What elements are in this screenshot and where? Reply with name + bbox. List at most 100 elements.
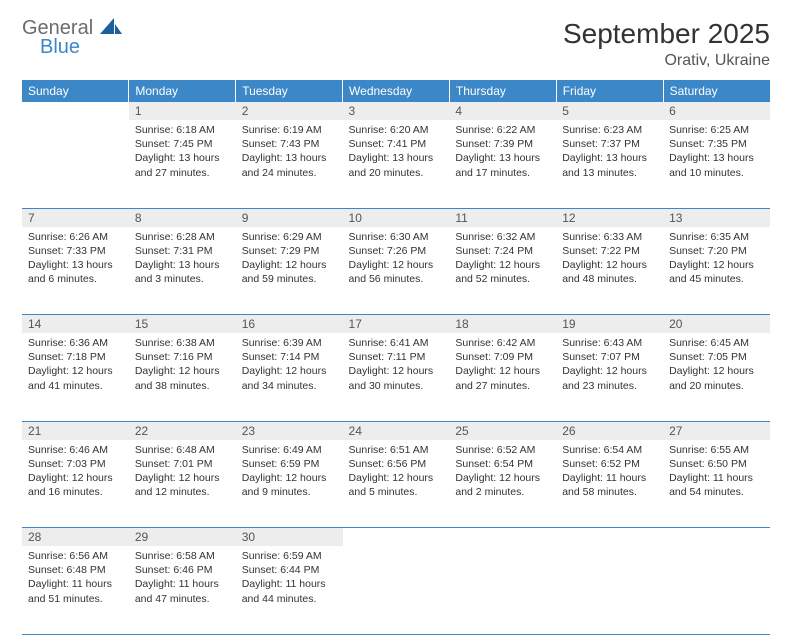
sunrise-line: Sunrise: 6:59 AM	[242, 549, 337, 563]
sunset-line: Sunset: 7:31 PM	[135, 244, 230, 258]
weekday-header: Wednesday	[343, 80, 450, 102]
sunrise-line: Sunrise: 6:29 AM	[242, 230, 337, 244]
weekday-header: Thursday	[449, 80, 556, 102]
weekday-header: Sunday	[22, 80, 129, 102]
sunset-line: Sunset: 7:11 PM	[349, 350, 444, 364]
day-cell: Sunrise: 6:45 AMSunset: 7:05 PMDaylight:…	[663, 333, 770, 421]
daylight-line: Daylight: 12 hours and 59 minutes.	[242, 258, 337, 286]
day-cell-body: Sunrise: 6:35 AMSunset: 7:20 PMDaylight:…	[663, 227, 770, 291]
day-number-row: 123456	[22, 102, 770, 120]
sunrise-line: Sunrise: 6:35 AM	[669, 230, 764, 244]
day-cell: Sunrise: 6:59 AMSunset: 6:44 PMDaylight:…	[236, 546, 343, 634]
day-cell: Sunrise: 6:30 AMSunset: 7:26 PMDaylight:…	[343, 227, 450, 315]
daylight-line: Daylight: 13 hours and 3 minutes.	[135, 258, 230, 286]
header: General Blue September 2025 Orativ, Ukra…	[22, 18, 770, 70]
daylight-line: Daylight: 11 hours and 47 minutes.	[135, 577, 230, 605]
sunset-line: Sunset: 7:29 PM	[242, 244, 337, 258]
daylight-line: Daylight: 13 hours and 27 minutes.	[135, 151, 230, 179]
day-cell: Sunrise: 6:54 AMSunset: 6:52 PMDaylight:…	[556, 440, 663, 528]
day-number-cell: 15	[129, 315, 236, 334]
sunrise-line: Sunrise: 6:41 AM	[349, 336, 444, 350]
sunrise-line: Sunrise: 6:48 AM	[135, 443, 230, 457]
day-cell-body: Sunrise: 6:46 AMSunset: 7:03 PMDaylight:…	[22, 440, 129, 504]
day-cell-body: Sunrise: 6:29 AMSunset: 7:29 PMDaylight:…	[236, 227, 343, 291]
daylight-line: Daylight: 12 hours and 16 minutes.	[28, 471, 123, 499]
calendar-body: 123456Sunrise: 6:18 AMSunset: 7:45 PMDay…	[22, 102, 770, 634]
daylight-line: Daylight: 12 hours and 20 minutes.	[669, 364, 764, 392]
day-number-cell: 11	[449, 208, 556, 227]
sunrise-line: Sunrise: 6:55 AM	[669, 443, 764, 457]
day-cell-body: Sunrise: 6:43 AMSunset: 7:07 PMDaylight:…	[556, 333, 663, 397]
sunset-line: Sunset: 7:01 PM	[135, 457, 230, 471]
weekday-header: Saturday	[663, 80, 770, 102]
day-cell-body: Sunrise: 6:48 AMSunset: 7:01 PMDaylight:…	[129, 440, 236, 504]
weekday-header: Friday	[556, 80, 663, 102]
day-number-cell: 20	[663, 315, 770, 334]
day-number-cell: 13	[663, 208, 770, 227]
sunrise-line: Sunrise: 6:25 AM	[669, 123, 764, 137]
day-cell: Sunrise: 6:42 AMSunset: 7:09 PMDaylight:…	[449, 333, 556, 421]
sunset-line: Sunset: 7:07 PM	[562, 350, 657, 364]
day-cell	[449, 546, 556, 634]
sunset-line: Sunset: 7:22 PM	[562, 244, 657, 258]
daylight-line: Daylight: 11 hours and 58 minutes.	[562, 471, 657, 499]
day-content-row: Sunrise: 6:46 AMSunset: 7:03 PMDaylight:…	[22, 440, 770, 528]
day-cell-body: Sunrise: 6:45 AMSunset: 7:05 PMDaylight:…	[663, 333, 770, 397]
month-title: September 2025	[563, 18, 770, 50]
day-cell: Sunrise: 6:35 AMSunset: 7:20 PMDaylight:…	[663, 227, 770, 315]
sunrise-line: Sunrise: 6:58 AM	[135, 549, 230, 563]
sunrise-line: Sunrise: 6:45 AM	[669, 336, 764, 350]
sunrise-line: Sunrise: 6:23 AM	[562, 123, 657, 137]
sunset-line: Sunset: 7:39 PM	[455, 137, 550, 151]
daylight-line: Daylight: 13 hours and 24 minutes.	[242, 151, 337, 179]
sunrise-line: Sunrise: 6:54 AM	[562, 443, 657, 457]
day-number-cell	[22, 102, 129, 120]
day-number-cell: 8	[129, 208, 236, 227]
sunset-line: Sunset: 6:46 PM	[135, 563, 230, 577]
sunset-line: Sunset: 7:26 PM	[349, 244, 444, 258]
sunset-line: Sunset: 7:43 PM	[242, 137, 337, 151]
day-cell: Sunrise: 6:33 AMSunset: 7:22 PMDaylight:…	[556, 227, 663, 315]
day-cell-body: Sunrise: 6:19 AMSunset: 7:43 PMDaylight:…	[236, 120, 343, 184]
day-cell: Sunrise: 6:36 AMSunset: 7:18 PMDaylight:…	[22, 333, 129, 421]
day-number-cell: 25	[449, 421, 556, 440]
daylight-line: Daylight: 12 hours and 5 minutes.	[349, 471, 444, 499]
sunrise-line: Sunrise: 6:39 AM	[242, 336, 337, 350]
day-cell-body: Sunrise: 6:23 AMSunset: 7:37 PMDaylight:…	[556, 120, 663, 184]
sunset-line: Sunset: 6:52 PM	[562, 457, 657, 471]
day-number-cell: 3	[343, 102, 450, 120]
location: Orativ, Ukraine	[563, 52, 770, 70]
day-number-cell: 10	[343, 208, 450, 227]
day-number-cell: 12	[556, 208, 663, 227]
logo: General Blue	[22, 18, 122, 57]
daylight-line: Daylight: 12 hours and 48 minutes.	[562, 258, 657, 286]
day-number-cell: 2	[236, 102, 343, 120]
day-cell: Sunrise: 6:38 AMSunset: 7:16 PMDaylight:…	[129, 333, 236, 421]
sunset-line: Sunset: 7:33 PM	[28, 244, 123, 258]
daylight-line: Daylight: 13 hours and 13 minutes.	[562, 151, 657, 179]
sunset-line: Sunset: 7:24 PM	[455, 244, 550, 258]
day-content-row: Sunrise: 6:36 AMSunset: 7:18 PMDaylight:…	[22, 333, 770, 421]
day-number-cell	[343, 528, 450, 547]
day-number-cell: 26	[556, 421, 663, 440]
sunrise-line: Sunrise: 6:36 AM	[28, 336, 123, 350]
daylight-line: Daylight: 12 hours and 45 minutes.	[669, 258, 764, 286]
day-number-cell: 19	[556, 315, 663, 334]
sunrise-line: Sunrise: 6:30 AM	[349, 230, 444, 244]
day-number-row: 14151617181920	[22, 315, 770, 334]
day-cell: Sunrise: 6:49 AMSunset: 6:59 PMDaylight:…	[236, 440, 343, 528]
day-cell-body: Sunrise: 6:56 AMSunset: 6:48 PMDaylight:…	[22, 546, 129, 610]
day-cell: Sunrise: 6:25 AMSunset: 7:35 PMDaylight:…	[663, 120, 770, 208]
day-number-cell: 28	[22, 528, 129, 547]
title-block: September 2025 Orativ, Ukraine	[563, 18, 770, 70]
day-number-cell: 18	[449, 315, 556, 334]
day-cell: Sunrise: 6:52 AMSunset: 6:54 PMDaylight:…	[449, 440, 556, 528]
day-number-cell: 5	[556, 102, 663, 120]
sunrise-line: Sunrise: 6:22 AM	[455, 123, 550, 137]
sunset-line: Sunset: 7:05 PM	[669, 350, 764, 364]
day-cell: Sunrise: 6:51 AMSunset: 6:56 PMDaylight:…	[343, 440, 450, 528]
sunrise-line: Sunrise: 6:19 AM	[242, 123, 337, 137]
sunset-line: Sunset: 6:44 PM	[242, 563, 337, 577]
day-number-cell: 29	[129, 528, 236, 547]
day-cell: Sunrise: 6:29 AMSunset: 7:29 PMDaylight:…	[236, 227, 343, 315]
